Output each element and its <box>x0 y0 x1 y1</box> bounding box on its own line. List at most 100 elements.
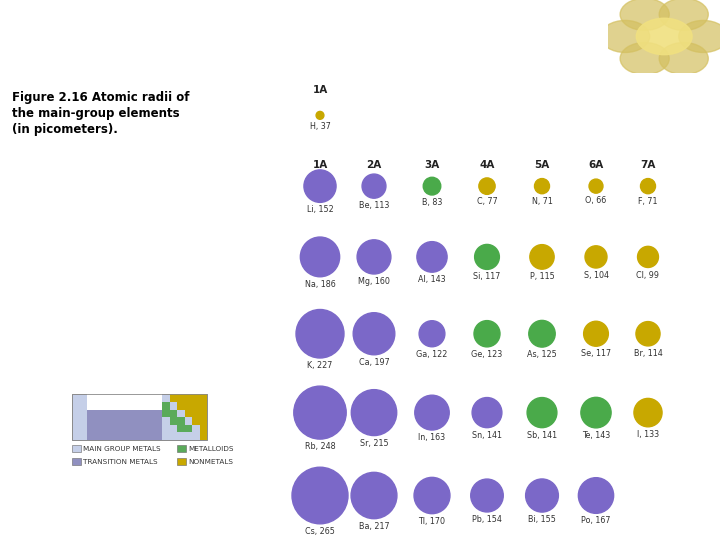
Text: I, 133: I, 133 <box>637 430 659 439</box>
Text: K, 227: K, 227 <box>307 361 333 370</box>
Bar <box>177 425 184 433</box>
Text: 4A: 4A <box>480 160 495 170</box>
Bar <box>199 402 207 409</box>
Circle shape <box>471 479 503 512</box>
Text: Sn, 141: Sn, 141 <box>472 431 502 440</box>
Text: Bi, 155: Bi, 155 <box>528 515 556 524</box>
Bar <box>192 417 199 425</box>
Text: 1A: 1A <box>312 160 328 170</box>
Circle shape <box>636 18 692 55</box>
Bar <box>184 402 192 409</box>
Circle shape <box>526 479 559 512</box>
Bar <box>199 433 207 440</box>
Text: Be, 113: Be, 113 <box>359 201 390 210</box>
Bar <box>177 417 184 425</box>
Text: O, 66: O, 66 <box>585 196 607 205</box>
Circle shape <box>423 177 441 195</box>
Circle shape <box>415 395 449 430</box>
Text: Ge, 123: Ge, 123 <box>472 350 503 359</box>
Text: Figure 2.16 Atomic radii of: Figure 2.16 Atomic radii of <box>12 91 189 104</box>
Text: N, 71: N, 71 <box>531 197 552 206</box>
Text: 7A: 7A <box>640 160 656 170</box>
Bar <box>87 402 162 409</box>
Text: Sb, 141: Sb, 141 <box>527 431 557 440</box>
Circle shape <box>296 309 344 358</box>
Circle shape <box>589 179 603 193</box>
Bar <box>177 394 184 402</box>
Circle shape <box>362 174 386 198</box>
Text: (in picometers).: (in picometers). <box>12 124 118 137</box>
Circle shape <box>300 237 340 277</box>
Circle shape <box>357 240 391 274</box>
Bar <box>169 409 177 417</box>
Circle shape <box>620 43 669 75</box>
Circle shape <box>474 321 500 347</box>
Bar <box>72 458 81 465</box>
Bar <box>199 394 207 402</box>
Circle shape <box>600 21 649 52</box>
Text: Mg, 160: Mg, 160 <box>358 277 390 286</box>
Text: Al, 143: Al, 143 <box>418 275 446 284</box>
Circle shape <box>292 467 348 524</box>
Bar <box>72 445 81 452</box>
Bar <box>184 425 192 433</box>
Text: Ba, 217: Ba, 217 <box>359 522 390 531</box>
Text: P, 115: P, 115 <box>530 272 554 281</box>
Circle shape <box>528 320 555 347</box>
Circle shape <box>294 386 346 439</box>
Bar <box>192 409 199 417</box>
Text: Te, 143: Te, 143 <box>582 431 610 440</box>
Circle shape <box>304 170 336 202</box>
Text: B, 83: B, 83 <box>422 198 442 207</box>
Bar <box>177 445 186 452</box>
Text: Tl, 170: Tl, 170 <box>418 517 446 526</box>
Text: In, 163: In, 163 <box>418 433 446 442</box>
Text: Na, 186: Na, 186 <box>305 280 336 289</box>
Text: Si, 117: Si, 117 <box>473 273 500 281</box>
Text: Ga, 122: Ga, 122 <box>416 350 448 359</box>
Circle shape <box>584 321 608 346</box>
Text: 3A: 3A <box>424 160 440 170</box>
Bar <box>87 425 162 433</box>
Text: Atomic Size: Atomic Size <box>13 24 233 57</box>
Bar <box>87 417 162 425</box>
Bar <box>184 409 192 417</box>
Bar <box>87 394 162 402</box>
Circle shape <box>417 241 447 272</box>
Text: S, 104: S, 104 <box>583 271 608 280</box>
Bar <box>192 402 199 409</box>
Text: 6A: 6A <box>588 160 603 170</box>
Text: NONMETALS: NONMETALS <box>188 458 233 464</box>
Circle shape <box>679 21 720 52</box>
Circle shape <box>581 397 611 428</box>
Text: METALLOIDS: METALLOIDS <box>188 446 233 451</box>
Circle shape <box>527 397 557 428</box>
Circle shape <box>634 399 662 427</box>
Text: Sr, 215: Sr, 215 <box>360 438 388 448</box>
Circle shape <box>660 0 708 30</box>
Circle shape <box>585 246 607 268</box>
Bar <box>162 402 169 409</box>
Circle shape <box>474 245 500 269</box>
Circle shape <box>316 111 324 119</box>
Bar <box>169 394 177 402</box>
Text: Po, 167: Po, 167 <box>581 516 611 525</box>
Bar <box>192 394 199 402</box>
Bar <box>177 458 186 465</box>
Text: H, 37: H, 37 <box>310 123 330 131</box>
Circle shape <box>578 478 613 514</box>
Circle shape <box>414 477 450 514</box>
Bar <box>199 425 207 433</box>
Text: 2A: 2A <box>366 160 382 170</box>
Circle shape <box>641 179 655 194</box>
Text: 5A: 5A <box>534 160 549 170</box>
Bar <box>177 402 184 409</box>
Circle shape <box>534 179 549 194</box>
Text: As, 125: As, 125 <box>527 350 557 359</box>
Circle shape <box>354 313 395 355</box>
Text: TRANSITION METALS: TRANSITION METALS <box>83 458 158 464</box>
Bar <box>87 433 162 440</box>
Bar <box>199 409 207 417</box>
Bar <box>199 417 207 425</box>
Text: 1A: 1A <box>312 85 328 95</box>
